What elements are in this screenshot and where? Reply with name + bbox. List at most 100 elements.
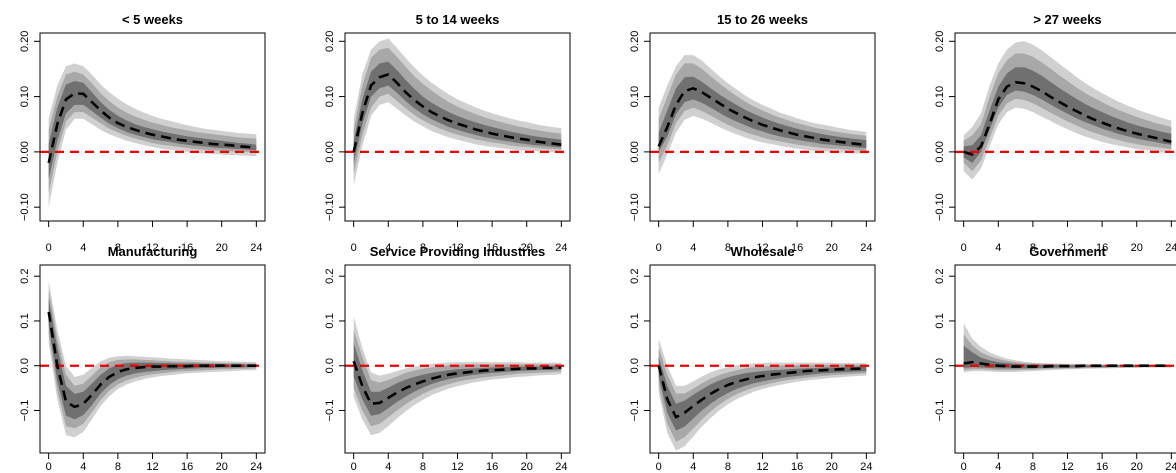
x-tick-label: 20: [1131, 461, 1143, 473]
x-tick-label: 20: [1131, 242, 1143, 254]
x-tick-label: 16: [486, 242, 498, 254]
y-tick-label: 0.1: [324, 313, 336, 328]
y-tick-label: 0.00: [629, 141, 641, 162]
x-tick-label: 0: [961, 461, 967, 473]
y-tick-label: 0.2: [324, 269, 336, 284]
x-tick-label: 20: [826, 242, 838, 254]
x-tick-label: 8: [1030, 461, 1036, 473]
y-tick-label: 0.00: [19, 141, 31, 162]
x-tick-label: 8: [725, 461, 731, 473]
x-tick-label: 8: [725, 242, 731, 254]
x-tick-label: 0: [351, 242, 357, 254]
x-tick-label: 12: [756, 242, 768, 254]
x-tick-label: 8: [420, 242, 426, 254]
x-tick-label: 24: [250, 242, 262, 254]
panel-1: < 5 weeks 0 4 8 12 16 20 24 −0.10 0.00 0.10 0.20: [19, 12, 266, 254]
y-tick-label: 0.20: [934, 31, 946, 52]
y-tick-label: 0.20: [629, 31, 641, 52]
median-response-line: [47, 311, 257, 409]
y-tick-label: −0.1: [19, 400, 31, 422]
x-tick-label: 16: [791, 242, 803, 254]
x-tick-label: 24: [555, 461, 567, 473]
x-tick-label: 8: [115, 242, 121, 254]
y-tick-label: 0.0: [19, 358, 31, 373]
panel-title: Wholesale: [730, 244, 794, 259]
y-tick-label: 0.0: [324, 358, 336, 373]
panel-7: Wholesale 0 4 8 12 16 20 24 −0.1 0.0 0.1 0.2: [629, 244, 876, 473]
x-tick-label: 0: [656, 242, 662, 254]
x-tick-label: 4: [385, 461, 391, 473]
median-response-line: [963, 80, 1172, 156]
x-tick-label: 16: [486, 461, 498, 473]
panel-title: 15 to 26 weeks: [717, 12, 808, 27]
x-tick-label: 20: [216, 461, 228, 473]
panel-title: Manufacturing: [108, 244, 198, 259]
band-inner: [48, 298, 257, 420]
x-tick-label: 24: [250, 461, 262, 473]
x-tick-label: 4: [80, 461, 86, 473]
y-tick-label: 0.20: [19, 31, 31, 52]
y-tick-label: −0.10: [934, 193, 946, 221]
y-tick-label: −0.1: [324, 400, 336, 422]
x-tick-label: 12: [1061, 461, 1073, 473]
y-tick-label: −0.10: [324, 193, 336, 221]
y-tick-label: 0.10: [934, 86, 946, 107]
data-layer: [650, 338, 875, 451]
x-tick-label: 0: [656, 461, 662, 473]
x-tick-label: 12: [1061, 242, 1073, 254]
band-inner: [353, 343, 562, 416]
x-tick-label: 12: [756, 461, 768, 473]
x-tick-label: 16: [181, 461, 193, 473]
y-tick-label: 0.10: [629, 86, 641, 107]
data-layer: [955, 323, 1176, 373]
median-response-line: [657, 365, 867, 419]
x-tick-label: 16: [791, 461, 803, 473]
x-tick-label: 0: [46, 242, 52, 254]
x-tick-label: 16: [1096, 461, 1108, 473]
y-tick-label: 0.2: [629, 269, 641, 284]
y-tick-label: 0.0: [934, 358, 946, 373]
x-tick-label: 20: [521, 461, 533, 473]
x-tick-label: 20: [216, 242, 228, 254]
band-inner: [658, 76, 867, 152]
x-tick-label: 12: [451, 461, 463, 473]
band-mid: [658, 347, 867, 442]
y-tick-label: 0.1: [19, 313, 31, 328]
x-tick-label: 4: [995, 242, 1001, 254]
data-layer: [40, 63, 265, 208]
x-tick-label: 8: [115, 461, 121, 473]
data-layer: [345, 316, 570, 436]
x-tick-label: 4: [995, 461, 1001, 473]
panel-5: Manufacturing 0 4 8 12 16 20 24 −0.1 0.0 0.1 0.2: [19, 244, 266, 473]
band-inner: [48, 81, 257, 180]
y-tick-label: −0.10: [629, 193, 641, 221]
x-tick-label: 24: [555, 242, 567, 254]
y-tick-label: 0.00: [934, 141, 946, 162]
y-tick-label: 0.0: [629, 358, 641, 373]
x-tick-label: 16: [1096, 242, 1108, 254]
panel-title: > 27 weeks: [1033, 12, 1101, 27]
x-tick-label: 8: [420, 461, 426, 473]
y-tick-label: 0.10: [324, 86, 336, 107]
x-tick-label: 20: [826, 461, 838, 473]
y-tick-label: 0.20: [324, 31, 336, 52]
data-layer: [650, 55, 875, 174]
y-tick-label: 0.2: [934, 269, 946, 284]
panel-title: < 5 weeks: [122, 12, 183, 27]
x-tick-label: 24: [1165, 461, 1176, 473]
panel-2: 5 to 14 weeks 0 4 8 12 16 20 24 −0.10 0.00 0.10 0.2…: [324, 12, 571, 254]
median-response-line: [963, 360, 1172, 368]
data-layer: [40, 280, 265, 438]
median-response-line: [352, 360, 562, 406]
y-tick-label: 0.1: [934, 313, 946, 328]
x-tick-label: 0: [351, 461, 357, 473]
median-response-line: [657, 87, 867, 147]
x-tick-label: 4: [690, 461, 696, 473]
band-mid: [353, 329, 562, 427]
band-mid: [48, 289, 257, 429]
x-tick-label: 20: [521, 242, 533, 254]
x-tick-label: 4: [80, 242, 86, 254]
y-tick-label: 0.10: [19, 86, 31, 107]
x-tick-label: 12: [146, 242, 158, 254]
